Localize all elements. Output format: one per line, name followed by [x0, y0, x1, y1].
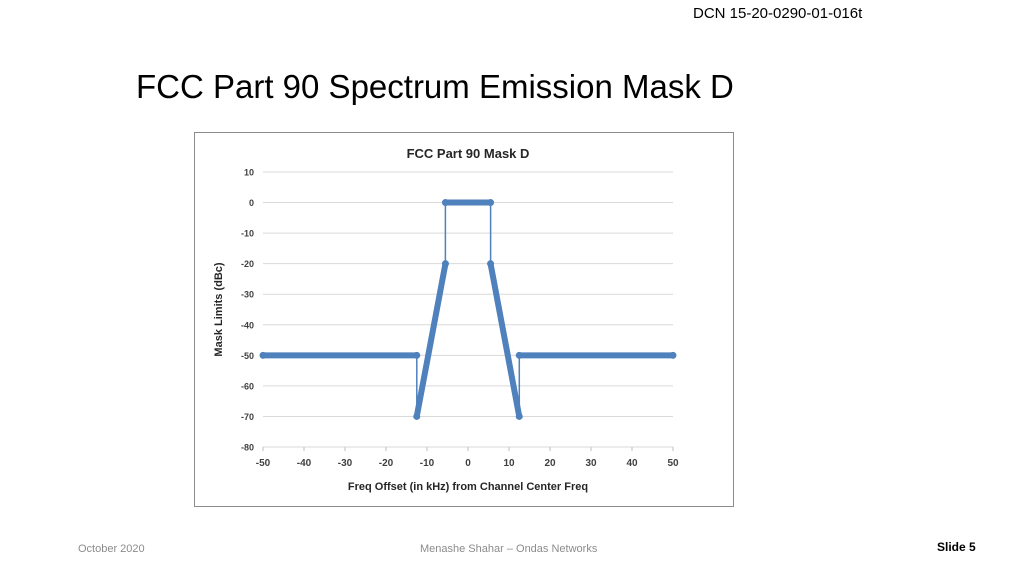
- y-axis-label: Mask Limits (dBc): [213, 262, 225, 356]
- data-point: [259, 351, 267, 359]
- y-tick-label: 10: [244, 168, 254, 178]
- data-point: [487, 260, 495, 268]
- x-axis-label: Freq Offset (in kHz) from Channel Center…: [348, 481, 588, 493]
- y-tick-label: -60: [241, 381, 254, 391]
- x-tick-label: 0: [465, 458, 471, 469]
- data-point: [441, 260, 449, 268]
- series-line: [263, 201, 673, 417]
- y-tick-label: 0: [249, 198, 254, 208]
- document-control-number: DCN 15-20-0290-01-016t: [693, 5, 863, 22]
- series-marker-segment: [487, 260, 523, 420]
- data-point: [515, 412, 523, 420]
- data-point: [441, 199, 449, 207]
- y-tick-label: -40: [241, 320, 254, 330]
- x-tick-label: -20: [379, 458, 394, 469]
- data-point: [413, 412, 421, 420]
- chart-title: FCC Part 90 Mask D: [407, 146, 530, 161]
- slide-number: Slide 5: [937, 540, 976, 554]
- data-point: [487, 199, 495, 207]
- data-point: [669, 351, 677, 359]
- footer-date: October 2020: [78, 543, 145, 555]
- emission-mask-chart: 100-10-20-30-40-50-60-70-80-50 -40 -30 -20-…: [213, 146, 679, 493]
- data-point: [515, 351, 523, 359]
- y-tick-label: -50: [241, 351, 254, 361]
- data-point: [413, 351, 421, 359]
- x-tick-label: -50: [256, 458, 271, 469]
- x-tick-label: -40: [297, 458, 312, 469]
- footer-author: Menashe Shahar – Ondas Networks: [420, 543, 598, 555]
- x-tick-label: 50: [667, 458, 679, 469]
- slide-title: FCC Part 90 Spectrum Emission Mask D: [136, 68, 734, 105]
- x-tick-label: 30: [585, 458, 597, 469]
- y-tick-label: -10: [241, 229, 254, 239]
- x-tick-label: -10: [420, 458, 435, 469]
- series-marker-segment: [413, 260, 449, 420]
- y-tick-label: -30: [241, 290, 254, 300]
- y-tick-label: -70: [241, 412, 254, 422]
- y-tick-label: -20: [241, 259, 254, 269]
- y-tick-label: -80: [241, 443, 254, 453]
- x-tick-label: 40: [626, 458, 638, 469]
- x-tick-label: 20: [544, 458, 556, 469]
- chart-container: 10 0 -10 -20 -30 -40 -50 -60 -70 -80 -50 -40 -30 -20-…: [194, 132, 734, 507]
- x-tick-label: -30: [338, 458, 353, 469]
- x-tick-label: 10: [503, 458, 515, 469]
